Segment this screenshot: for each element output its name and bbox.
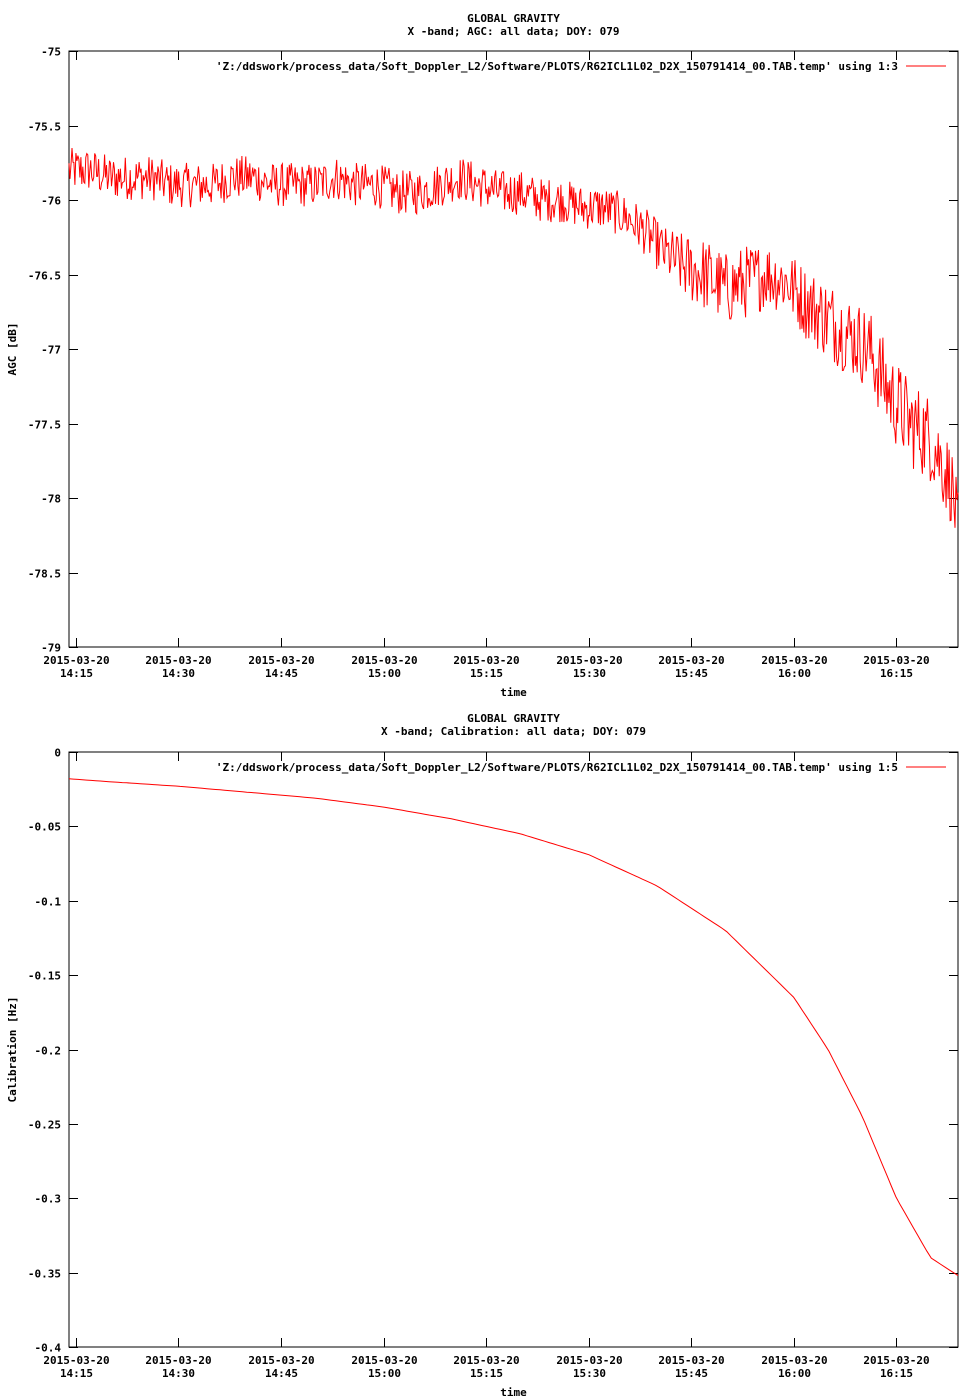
- plot-frame: [68, 50, 959, 648]
- y-tick-label: -77.5: [28, 419, 61, 432]
- y-tick-label: -0.35: [28, 1268, 61, 1281]
- x-axis-label: time: [500, 686, 527, 699]
- x-tick-date: 2015-03-20: [43, 1354, 109, 1367]
- x-tick-date: 2015-03-20: [761, 654, 827, 667]
- x-tick-date: 2015-03-20: [453, 654, 519, 667]
- y-tick-label: -77: [41, 344, 61, 357]
- chart-title: GLOBAL GRAVITY: [467, 12, 560, 25]
- plot-frame: [68, 751, 959, 1348]
- y-tick-label: -0.15: [28, 970, 61, 983]
- x-tick-date: 2015-03-20: [145, 1354, 211, 1367]
- y-tick-label: -0.25: [28, 1119, 61, 1132]
- y-axis-label: AGC [dB]: [6, 323, 19, 376]
- x-tick-date: 2015-03-20: [761, 1354, 827, 1367]
- legend-label: 'Z:/ddswork/process_data/Soft_Doppler_L2…: [216, 60, 898, 73]
- x-tick-time: 16:00: [778, 1367, 811, 1380]
- x-tick-time: 14:30: [162, 1367, 195, 1380]
- y-tick-label: -78.5: [28, 568, 61, 581]
- x-tick-time: 14:45: [265, 1367, 298, 1380]
- x-tick-date: 2015-03-20: [145, 654, 211, 667]
- x-tick-time: 15:45: [675, 667, 708, 680]
- x-tick-date: 2015-03-20: [43, 654, 109, 667]
- x-tick-time: 15:00: [368, 667, 401, 680]
- y-tick-label: -0.1: [35, 896, 62, 909]
- y-tick-label: -76.5: [28, 270, 61, 283]
- chart-subtitle: X -band; Calibration: all data; DOY: 079: [381, 725, 646, 738]
- series-line: [68, 147, 959, 528]
- x-tick-date: 2015-03-20: [351, 654, 417, 667]
- y-tick-label: -0.4: [35, 1342, 62, 1355]
- chart-title: GLOBAL GRAVITY: [467, 712, 560, 725]
- x-tick-time: 15:30: [573, 1367, 606, 1380]
- x-tick-date: 2015-03-20: [863, 654, 929, 667]
- x-tick-time: 14:45: [265, 667, 298, 680]
- x-tick-date: 2015-03-20: [556, 1354, 622, 1367]
- x-tick-time: 16:15: [880, 667, 913, 680]
- chart-subtitle: X -band; AGC: all data; DOY: 079: [408, 25, 620, 38]
- x-tick-time: 15:00: [368, 1367, 401, 1380]
- x-tick-date: 2015-03-20: [556, 654, 622, 667]
- x-tick-time: 15:15: [470, 667, 503, 680]
- x-axis-label: time: [500, 1386, 527, 1399]
- x-tick-date: 2015-03-20: [453, 1354, 519, 1367]
- x-tick-date: 2015-03-20: [658, 654, 724, 667]
- x-tick-date: 2015-03-20: [658, 1354, 724, 1367]
- x-tick-time: 15:15: [470, 1367, 503, 1380]
- x-tick-time: 16:15: [880, 1367, 913, 1380]
- y-tick-label: -0.3: [35, 1193, 62, 1206]
- y-axis-label: Calibration [Hz]: [6, 997, 19, 1103]
- y-tick-label: -0.05: [28, 821, 61, 834]
- x-tick-date: 2015-03-20: [248, 1354, 314, 1367]
- y-tick-label: -79: [41, 642, 61, 655]
- x-tick-time: 15:30: [573, 667, 606, 680]
- y-tick-label: -75: [41, 46, 61, 59]
- y-tick-label: -75.5: [28, 121, 61, 134]
- x-tick-date: 2015-03-20: [351, 1354, 417, 1367]
- y-tick-label: -0.2: [35, 1045, 62, 1058]
- x-tick-time: 14:15: [60, 667, 93, 680]
- x-tick-time: 16:00: [778, 667, 811, 680]
- y-tick-label: -78: [41, 493, 61, 506]
- x-tick-date: 2015-03-20: [248, 654, 314, 667]
- x-tick-time: 14:30: [162, 667, 195, 680]
- y-tick-label: 0: [54, 747, 61, 760]
- y-tick-label: -76: [41, 195, 61, 208]
- x-tick-time: 15:45: [675, 1367, 708, 1380]
- x-tick-date: 2015-03-20: [863, 1354, 929, 1367]
- series-line: [68, 778, 959, 1277]
- legend-label: 'Z:/ddswork/process_data/Soft_Doppler_L2…: [216, 761, 898, 774]
- x-tick-time: 14:15: [60, 1367, 93, 1380]
